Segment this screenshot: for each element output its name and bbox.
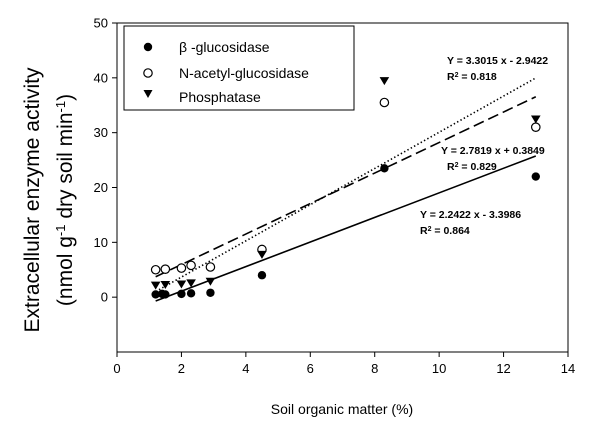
legend-label-n-acetyl-glucosidase: N-acetyl-glucosidase: [179, 65, 309, 81]
data-point-series-2: [205, 277, 216, 286]
r-squared-text: R2 = 0.864: [420, 225, 470, 237]
data-point-series-0: [380, 164, 389, 173]
y-axis-label-line1: Extracellular enzyme activity: [21, 67, 44, 332]
x-tick-label: 0: [113, 361, 120, 376]
data-point-series-2: [257, 250, 267, 259]
data-point-series-0: [531, 172, 540, 181]
data-point-series-0: [206, 288, 215, 297]
regression-line-series-2: [155, 96, 537, 278]
data-point-series-2: [160, 281, 171, 290]
y-tick-label: 20: [94, 180, 108, 195]
x-tick-label: 2: [178, 361, 185, 376]
equation-beta-glucosidase: Y = 2.2422 x - 3.3986 R2 = 0.864: [420, 209, 521, 237]
data-point-series-2: [186, 279, 196, 288]
equation-text: Y = 2.7819 x + 0.3849: [441, 145, 545, 157]
y-tick-label: 30: [94, 125, 108, 140]
data-point-series-1: [160, 264, 171, 275]
legend-box: [123, 25, 355, 111]
legend-marker-beta-glucosidase: [143, 42, 153, 52]
equation-text: Y = 2.2422 x - 3.3986: [420, 209, 521, 221]
data-point-series-0: [186, 289, 196, 298]
data-point-series-2: [150, 281, 161, 290]
data-point-series-1: [205, 262, 216, 272]
data-point-series-2: [530, 115, 541, 124]
data-point-series-1: [530, 122, 541, 132]
data-point-series-2: [176, 280, 187, 289]
data-point-series-1: [379, 97, 390, 108]
regression-line-series-0: [155, 155, 537, 302]
legend: β -glucosidase N-acetyl-glucosidase Phos…: [123, 25, 355, 111]
y-tick-label: 50: [94, 16, 108, 31]
legend-label-beta-glucosidase: β -glucosidase: [179, 39, 270, 55]
x-tick-label: 4: [242, 361, 249, 376]
x-tick-label: 6: [307, 361, 314, 376]
y-tick-label: 40: [94, 70, 108, 85]
y-axis-label-line2: (nmol g-1 dry soil min-1): [53, 94, 78, 306]
x-tick-label: 10: [432, 361, 446, 376]
regression-line-series-1: [155, 77, 537, 293]
data-point-series-1: [150, 264, 161, 275]
x-tick-label: 8: [371, 361, 378, 376]
x-tick-label: 14: [561, 361, 575, 376]
data-point-series-1: [186, 260, 196, 271]
legend-marker-n-acetyl-glucosidase: [143, 68, 153, 78]
legend-label-phosphatase: Phosphatase: [179, 89, 261, 105]
x-axis-label: Soil organic matter (%): [271, 401, 413, 417]
data-point-series-0: [161, 290, 170, 299]
equation-text: Y = 3.3015 x - 2.9422: [447, 55, 548, 67]
y-tick-label: 10: [94, 235, 108, 250]
r-squared-text: R2 = 0.829: [447, 161, 497, 173]
data-point-series-0: [151, 290, 160, 299]
equation-phosphatase: Y = 2.7819 x + 0.3849 R2 = 0.829: [441, 145, 545, 173]
legend-marker-phosphatase: [143, 90, 153, 98]
x-tick-label: 12: [496, 361, 510, 376]
data-point-series-2: [379, 77, 390, 86]
r-squared-text: R2 = 0.818: [447, 71, 497, 83]
y-tick-label: 0: [101, 290, 108, 305]
data-point-series-0: [257, 271, 267, 280]
equation-n-acetyl-glucosidase: Y = 3.3015 x - 2.9422 R2 = 0.818: [447, 55, 548, 83]
data-point-series-0: [177, 289, 186, 299]
data-point-series-1: [176, 263, 187, 273]
